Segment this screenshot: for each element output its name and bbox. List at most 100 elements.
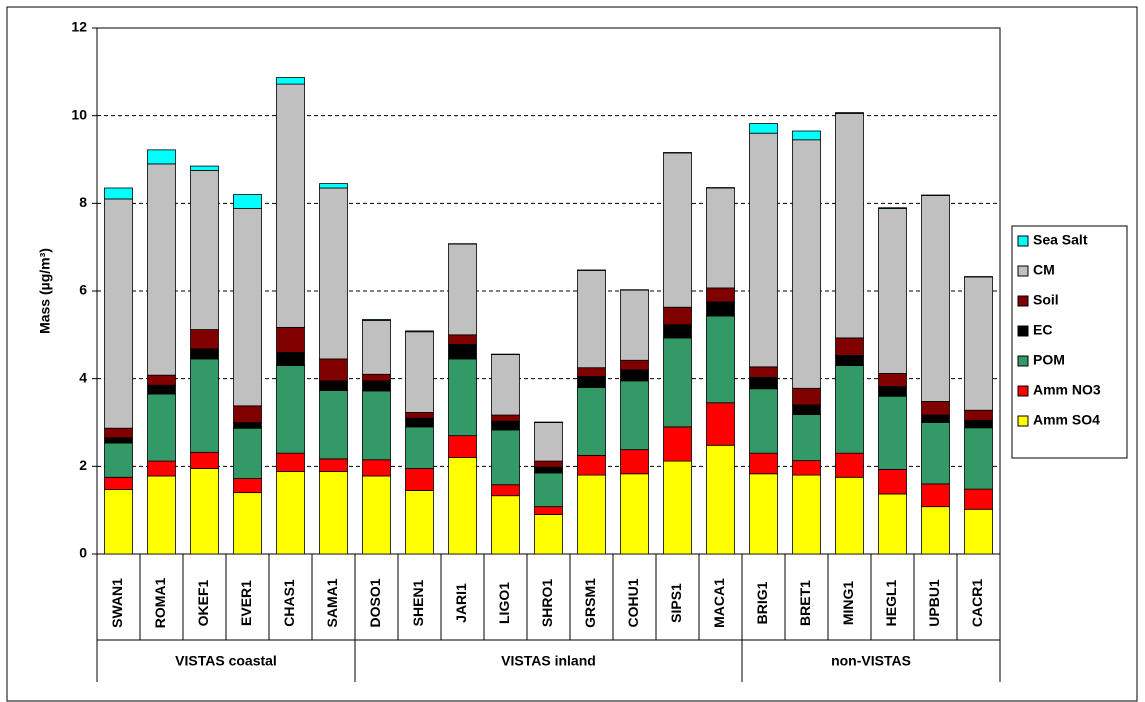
bar-segment [921,401,950,416]
x-tick-label: HEGL1 [883,579,899,626]
bar-segment [964,508,993,555]
x-tick-label: OKEF1 [195,579,211,626]
bar-segment [663,152,692,308]
x-tick-label: DOSO1 [367,578,383,627]
bar-segment [319,183,348,189]
x-tick-label: COHU1 [625,578,641,627]
legend-swatch [1017,325,1029,337]
x-tick-label: LIGO1 [496,582,512,624]
bar-segment [835,112,864,114]
bar-segment [319,187,348,360]
bar-segment [792,404,821,416]
bar-segment [190,170,219,330]
bar-segment [878,469,907,495]
bar-segment [276,77,305,85]
group-label: non-VISTAS [831,653,911,669]
legend-swatch [1017,355,1029,367]
x-tick-label: CHAS1 [281,579,297,627]
bar-segment [405,417,434,428]
bar-segment [104,442,133,478]
legend-label: EC [1033,322,1052,338]
bar-segment [706,187,735,289]
bar-segment [276,351,305,366]
bar-segment [577,269,606,369]
bar-segment [706,402,735,446]
bar-segment [534,506,563,515]
bar-segment [233,422,262,429]
bar-segment [319,471,348,555]
y-tick-label: 0 [79,545,87,561]
y-tick-label: 8 [79,194,87,210]
bar-segment [749,376,778,390]
bar-segment [362,459,391,477]
bar-segment [405,330,434,333]
bar-segment [147,163,176,376]
bar-segment [362,380,391,392]
bar-segment [534,472,563,508]
bar-segment [577,387,606,456]
bar-segment [319,358,348,382]
bar-segment [534,466,563,474]
bar-segment [534,460,563,468]
bar-segment [276,452,305,472]
x-tick-label: ROMA1 [152,578,168,629]
bar-segment [749,473,778,555]
bar-segment [835,452,864,478]
bar-segment [878,207,907,209]
x-tick-label: UPBU1 [926,579,942,627]
x-tick-label: MING1 [840,581,856,626]
bar-segment [620,449,649,475]
bar-segment [491,354,520,416]
bar-segment [534,514,563,555]
x-tick-label: SAMA1 [324,578,340,627]
bar-segment [749,123,778,134]
bar-segment [792,474,821,555]
bar-segment [276,83,305,328]
x-tick-label: SHEN1 [410,579,426,626]
bar-segment [233,194,262,209]
bar-segment [749,366,778,378]
bar-segment [276,365,305,454]
group-label: VISTAS inland [501,653,596,669]
x-tick-label: SWAN1 [109,578,125,628]
legend-label: Amm NO3 [1033,382,1101,398]
bar-segment [878,493,907,555]
legend-swatch [1017,415,1029,427]
bar-segment [319,390,348,460]
bar-segment [577,474,606,555]
bar-segment [620,369,649,382]
x-tick-label: GRSM1 [582,578,598,628]
bar-segment [663,337,692,428]
bar-segment [663,460,692,555]
bar-segment [878,373,907,387]
bar-segment [190,451,219,469]
x-tick-label: SIPS1 [668,583,684,623]
bar-segment [276,326,305,353]
bar-segment [448,435,477,458]
bar-segment [319,380,348,391]
bar-segment [964,276,993,411]
x-tick-label: BRET1 [797,580,813,626]
bar-segment [964,488,993,510]
x-tick-label: SHRO1 [539,579,555,627]
bar-segment [749,388,778,454]
bar-segment [577,367,606,377]
bar-segment [147,475,176,555]
bar-segment [835,355,864,366]
bar-segment [104,489,133,555]
bar-segment [448,344,477,360]
bar-segment [663,324,692,339]
bar-segment [104,427,133,439]
bar-segment [792,460,821,476]
bar-segment [147,149,176,165]
bar-segment [706,315,735,404]
x-tick-label: MACA1 [711,578,727,628]
legend-swatch [1017,385,1029,397]
bar-segment [233,405,262,423]
bar-segment [448,358,477,437]
y-tick-label: 12 [71,19,87,35]
bar-segment [921,422,950,485]
y-axis-label: Mass (µg/m³) [37,248,53,334]
bar-segment [921,483,950,508]
bar-segment [448,457,477,555]
